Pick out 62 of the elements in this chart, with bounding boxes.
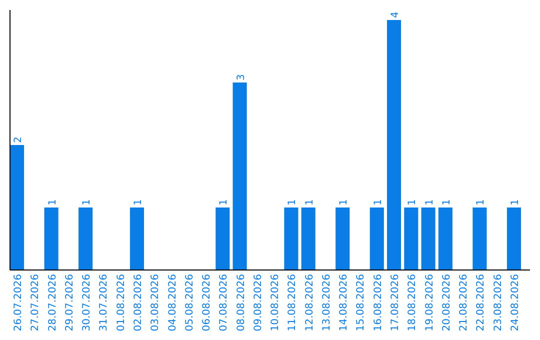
bar [370, 208, 384, 270]
x-tick-label: 01.08.2026 [116, 274, 127, 332]
data-label: 1 [47, 199, 58, 206]
bar [438, 208, 452, 270]
data-label: 4 [390, 12, 402, 18]
data-label: 1 [476, 199, 487, 206]
bar [506, 208, 521, 270]
x-tick-label: 08.08.2026 [236, 274, 247, 332]
x-tick-label: 11.08.2026 [287, 274, 298, 332]
data-label: 1 [424, 199, 436, 206]
x-tick-label: 21.08.2026 [458, 274, 470, 332]
x-tick-label: 17.08.2026 [390, 274, 402, 332]
x-tick-label: 14.08.2026 [338, 274, 350, 332]
data-label: 1 [287, 199, 298, 206]
data-label: 1 [372, 199, 384, 206]
bar [284, 208, 298, 270]
bar [404, 208, 418, 270]
x-tick-label: 10.08.2026 [270, 274, 282, 332]
x-tick-label: 05.08.2026 [184, 274, 196, 332]
x-tick-label: 23.08.2026 [492, 274, 504, 332]
bar [232, 82, 247, 270]
bar [336, 208, 350, 270]
bar [44, 208, 58, 270]
x-tick-label: 26.07.2026 [13, 274, 24, 332]
x-tick-label: 20.08.2026 [441, 274, 452, 332]
data-label: 1 [510, 199, 521, 206]
x-tick-label: 24.08.2026 [510, 274, 521, 332]
x-tick-label: 06.08.2026 [202, 274, 213, 332]
data-label: 3 [236, 74, 247, 80]
bar [301, 208, 316, 270]
bar [10, 145, 24, 270]
bar [78, 208, 93, 270]
data-label: 2 [13, 136, 24, 143]
x-tick-label: 03.08.2026 [150, 274, 162, 332]
x-tick-label: 29.07.2026 [64, 274, 76, 332]
x-tick-label: 02.08.2026 [132, 274, 144, 332]
x-tick-label: 30.07.2026 [82, 274, 93, 332]
x-tick-label: 27.07.2026 [30, 274, 42, 332]
x-tick-label: 15.08.2026 [356, 274, 367, 332]
x-tick-label: 07.08.2026 [218, 274, 230, 332]
x-tick-label: 09.08.2026 [252, 274, 264, 332]
bar [472, 208, 487, 270]
data-label: 1 [82, 199, 93, 206]
x-tick-label: 19.08.2026 [424, 274, 436, 332]
data-label: 1 [218, 199, 230, 206]
data-label: 1 [132, 199, 144, 206]
x-tick-label: 18.08.2026 [407, 274, 418, 332]
x-tick-label: 31.07.2026 [98, 274, 110, 332]
bar [130, 208, 144, 270]
x-tick-label: 12.08.2026 [304, 274, 316, 332]
x-tick-label: 22.08.2026 [476, 274, 487, 332]
x-tick-label: 16.08.2026 [372, 274, 384, 332]
data-label: 1 [407, 199, 418, 206]
bar [216, 208, 230, 270]
bar [386, 20, 402, 270]
x-tick-label: 04.08.2026 [167, 274, 178, 332]
bar [421, 208, 436, 270]
data-label: 1 [304, 199, 316, 206]
x-tick-label: 13.08.2026 [321, 274, 332, 332]
x-tick-label: 28.07.2026 [47, 274, 58, 332]
data-label: 1 [338, 199, 350, 206]
data-label: 1 [441, 199, 452, 206]
